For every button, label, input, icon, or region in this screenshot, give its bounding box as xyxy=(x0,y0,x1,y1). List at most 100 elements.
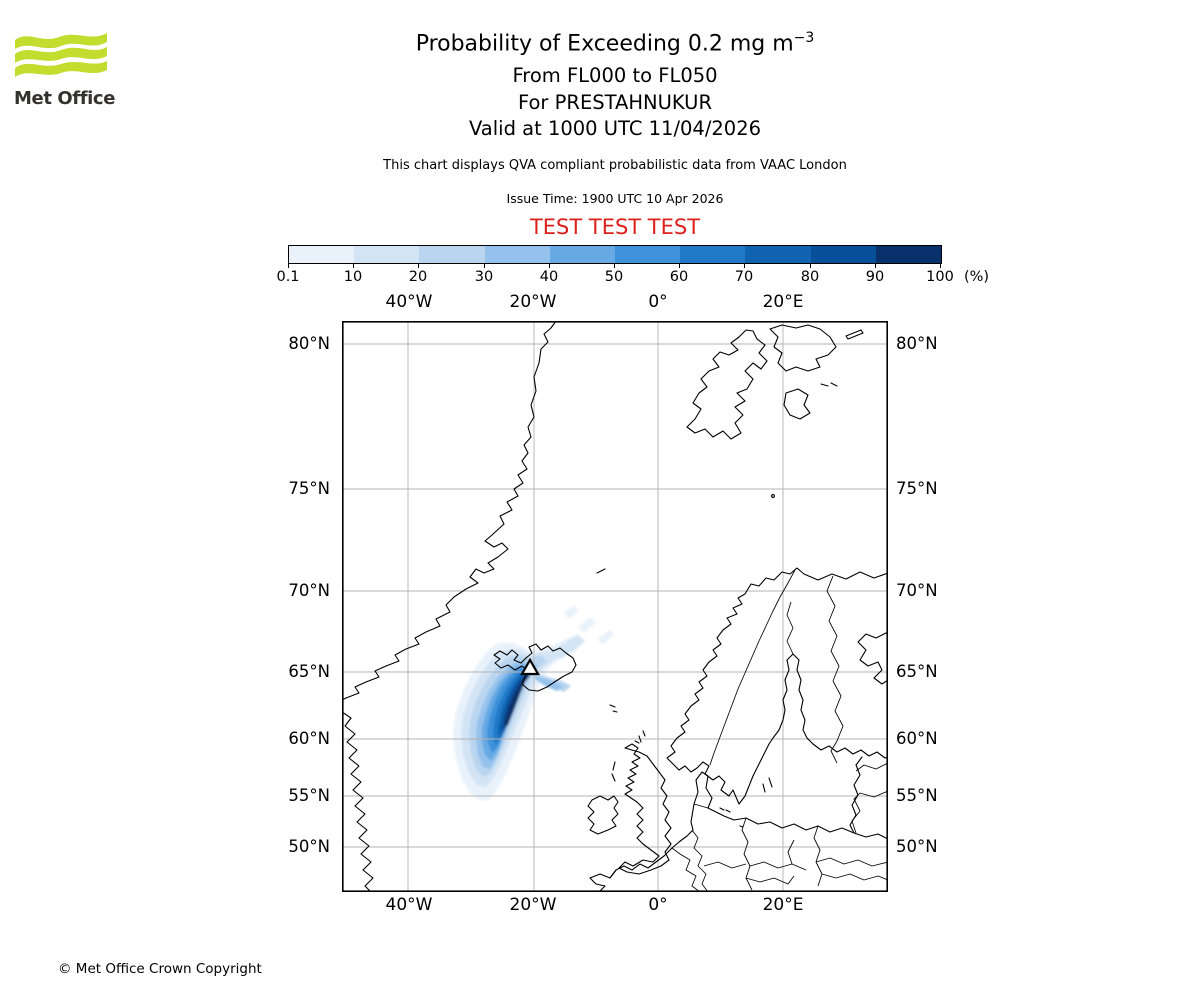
coastline-scandinavia xyxy=(666,567,888,805)
lat-label-right: 70°N xyxy=(896,581,938,600)
plume-tongue xyxy=(534,675,563,691)
lat-label-left: 55°N xyxy=(288,786,330,805)
colorbar-tick xyxy=(875,264,876,268)
subtitle-flight-levels: From FL000 to FL050 xyxy=(512,64,718,87)
plume-wisp xyxy=(564,605,579,619)
colorbar-segment xyxy=(810,246,876,263)
lat-label-left: 80°N xyxy=(288,334,330,353)
probability-plume xyxy=(453,605,614,801)
issue-time: Issue Time: 1900 UTC 10 Apr 2026 xyxy=(506,191,724,206)
colorbar-tick xyxy=(353,264,354,268)
logo-waves-icon xyxy=(15,33,107,77)
colorbar-label: 40 xyxy=(539,269,559,285)
test-banner: TEST TEST TEST xyxy=(529,215,701,239)
lat-label-right: 60°N xyxy=(896,729,938,748)
lat-label-right: 65°N xyxy=(896,662,938,681)
colorbar-segment xyxy=(289,246,355,263)
coastline-svalbard-nordaustlandet xyxy=(769,324,837,372)
colorbar-label: 100 xyxy=(926,269,954,285)
coastline-svalbard-spitsbergen xyxy=(686,329,768,440)
lat-label-left: 60°N xyxy=(288,729,330,748)
lon-label-bottom: 40°W xyxy=(385,895,433,915)
map-frame xyxy=(342,321,888,892)
lat-label-right: 80°N xyxy=(896,334,938,353)
lon-label-bottom: 0° xyxy=(648,895,668,915)
coastline-iceland xyxy=(493,643,577,692)
colorbar-segment xyxy=(745,246,811,263)
colorbar-label: 20 xyxy=(408,269,428,285)
lat-label-right: 75°N xyxy=(896,479,938,498)
coastline-svalbard-sliver xyxy=(820,329,864,387)
lat-label-left: 65°N xyxy=(288,662,330,681)
coastline-greenland-south xyxy=(342,711,374,892)
logo-text: Met Office xyxy=(14,88,116,109)
plume-wisp xyxy=(598,629,614,645)
lon-label-bottom: 20°E xyxy=(762,895,804,915)
colorbar xyxy=(288,245,942,264)
coastline-bear-island xyxy=(771,494,775,498)
subtitle-valid-time: Valid at 1000 UTC 11/04/2026 xyxy=(468,117,762,140)
coastlines xyxy=(342,321,888,892)
colorbar-tick xyxy=(614,264,615,268)
colorbar-tick xyxy=(549,264,550,268)
colorbar-segment xyxy=(419,246,485,263)
coastline-svalbard-edgeoya xyxy=(783,388,811,420)
colorbar-tick xyxy=(744,264,745,268)
coastline-continental-europe xyxy=(609,771,888,879)
colorbar-label: 60 xyxy=(669,269,689,285)
colorbar-label: 70 xyxy=(734,269,754,285)
plume-layer-90-100 xyxy=(504,674,530,728)
colorbar-segment xyxy=(549,246,616,263)
plume-wisp xyxy=(578,617,596,633)
colorbar-segment xyxy=(615,246,681,263)
country-borders xyxy=(671,569,888,892)
plume-wisp xyxy=(550,635,585,659)
coastline-gotland xyxy=(762,777,773,793)
colorbar-label: 10 xyxy=(343,269,363,285)
lat-label-left: 75°N xyxy=(288,479,330,498)
qva-note: This chart displays QVA compliant probab… xyxy=(383,158,847,173)
colorbar-segment xyxy=(680,246,746,263)
coastline-france xyxy=(589,869,617,892)
colorbar-tick xyxy=(484,264,485,268)
colorbar-unit: (%) xyxy=(964,269,990,285)
coastline-danish-islands xyxy=(719,807,744,828)
coastline-jan-mayen xyxy=(596,568,606,574)
colorbar-segment xyxy=(875,246,942,263)
colorbar-segment xyxy=(354,246,420,263)
lat-label-right: 50°N xyxy=(896,837,938,856)
copyright: © Met Office Crown Copyright xyxy=(58,961,262,977)
coastline-ireland xyxy=(587,795,619,835)
colorbar-label: 50 xyxy=(604,269,624,285)
lon-label-top: 20°E xyxy=(762,292,804,312)
map-svg xyxy=(342,321,888,892)
colorbar-segment xyxy=(484,246,550,263)
coastline-greenland xyxy=(342,321,557,701)
map-canvas xyxy=(342,321,888,892)
lat-label-left: 70°N xyxy=(288,581,330,600)
coastline-white-sea xyxy=(857,631,888,685)
coastline-shetland xyxy=(634,730,646,744)
met-office-logo xyxy=(15,28,115,84)
colorbar-tick xyxy=(418,264,419,268)
colorbar-tick xyxy=(810,264,811,268)
title-exponent: −3 xyxy=(793,30,815,46)
colorbar-tick xyxy=(679,264,680,268)
colorbar-label: 0.1 xyxy=(276,269,300,285)
colorbar-label: 30 xyxy=(474,269,494,285)
lon-label-top: 40°W xyxy=(385,292,433,312)
lat-label-right: 55°N xyxy=(896,786,938,805)
lat-label-left: 50°N xyxy=(288,837,330,856)
coastline-great-britain xyxy=(618,743,672,875)
chart-title: Probability of Exceeding 0.2 mg m−3 xyxy=(215,30,1015,56)
lon-label-top: 0° xyxy=(648,292,668,312)
lon-label-bottom: 20°W xyxy=(509,895,557,915)
colorbar-tick xyxy=(288,264,289,268)
subtitle-volcano: For PRESTAHNUKUR xyxy=(517,91,713,114)
coastline-hebrides xyxy=(611,761,616,782)
colorbar-label: 90 xyxy=(865,269,885,285)
colorbar-tick xyxy=(940,264,941,268)
chart-title-text: Probability of Exceeding 0.2 mg m xyxy=(415,31,794,57)
colorbar-label: 80 xyxy=(800,269,820,285)
